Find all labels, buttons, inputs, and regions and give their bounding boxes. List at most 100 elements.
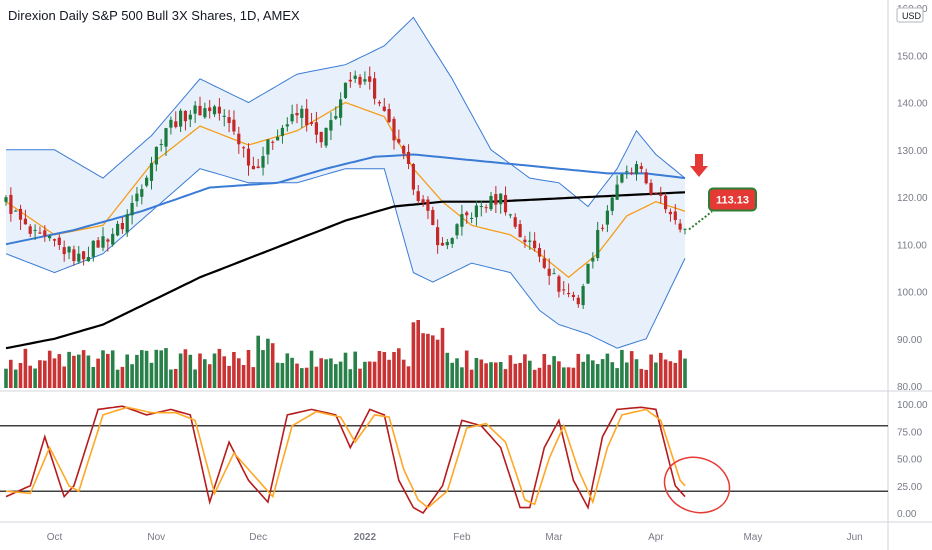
volume-bar [421, 333, 425, 388]
volume-bar [634, 359, 639, 388]
price-tick-label: 90.00 [897, 335, 922, 346]
volume-bar [91, 367, 96, 388]
volume-bar [649, 354, 653, 388]
candle-body [586, 263, 590, 284]
candle-body [533, 240, 537, 249]
volume-bar [372, 361, 377, 388]
volume-bar [57, 354, 62, 388]
candle-body [140, 189, 144, 197]
volume-bar [183, 349, 188, 388]
overlay-ma-orange-fast [5, 101, 686, 279]
price-tick-label: 100.00 [897, 288, 928, 299]
candle-body [455, 224, 459, 236]
volume-bar [67, 351, 71, 388]
price-label-connector [688, 210, 713, 231]
volume-bar [256, 335, 260, 388]
volume-bar [464, 350, 469, 388]
candle-body [237, 133, 241, 145]
candle-body [149, 163, 154, 181]
volume-bar [542, 354, 547, 388]
volume-bar [498, 362, 503, 388]
volume-bar [392, 352, 396, 388]
volume-bar [615, 368, 619, 388]
volume-bar [659, 352, 663, 388]
candle-body [353, 75, 357, 79]
candle-body [169, 119, 173, 128]
stoch-tick-label: 100.00 [897, 400, 928, 411]
volume-bar [4, 368, 8, 388]
candle-body [82, 251, 86, 260]
candle-body [261, 156, 265, 168]
candle-body [120, 223, 124, 230]
candle-body [639, 166, 643, 169]
candle-body [217, 106, 221, 114]
volume-bar [445, 352, 450, 388]
volume-bar [474, 358, 479, 388]
candle-body [479, 206, 483, 207]
volume-bar [125, 354, 129, 388]
candle-body [411, 164, 415, 190]
candle-body [324, 127, 328, 146]
volume-bar [251, 367, 256, 388]
candle-body [649, 182, 653, 195]
volume-bar [450, 362, 454, 388]
volume-bar [47, 350, 52, 388]
candle-body [571, 294, 575, 297]
volume-bar [140, 350, 144, 388]
volume-bar [552, 356, 556, 388]
volume-bar [435, 339, 440, 388]
price-tick-label: 140.00 [897, 99, 928, 110]
volume-bar [96, 358, 100, 388]
candle-body [552, 273, 556, 275]
volume-bar [144, 350, 149, 388]
volume-bar [241, 365, 246, 388]
volume-bar [367, 361, 372, 388]
candle-body [557, 276, 561, 292]
volume-bar [683, 358, 687, 388]
volume-bar [377, 351, 382, 388]
candle-body [562, 289, 566, 291]
price-tick-label: 150.00 [897, 51, 928, 62]
candle-body [101, 236, 105, 248]
currency-label: USD [902, 11, 922, 21]
candle-body [600, 227, 605, 229]
candle-body [130, 202, 134, 216]
volume-bar [411, 322, 416, 388]
volume-bar [275, 362, 280, 388]
candle-body [91, 240, 95, 257]
volume-bar [319, 358, 323, 388]
volume-bar [280, 363, 285, 388]
candle-body [116, 223, 120, 236]
candle-body [373, 78, 377, 99]
volume-bar [198, 353, 202, 388]
volume-bar [343, 352, 348, 388]
candle-body [106, 239, 110, 242]
volume-bar [9, 359, 13, 388]
candle-body [188, 114, 192, 120]
candle-body [77, 253, 81, 262]
candle-body [625, 171, 629, 173]
candle-body [397, 139, 401, 143]
volume-bar [528, 360, 532, 388]
time-tick-label: Dec [249, 532, 267, 543]
candle-body [164, 128, 168, 147]
candle-body [668, 211, 672, 215]
candle-body [591, 257, 595, 262]
volume-bar [382, 352, 387, 388]
candle-body [567, 293, 571, 295]
volume-bar [600, 359, 605, 388]
overlay-bollinger-upper [6, 16, 686, 208]
candle-body [62, 247, 66, 255]
time-tick-label: Nov [147, 532, 165, 543]
bollinger-fill [6, 17, 685, 349]
volume-bar [295, 363, 299, 388]
volume-bar [62, 366, 66, 388]
candle-body [251, 166, 255, 170]
candle-body [295, 113, 299, 116]
candle-body [547, 268, 551, 276]
candle-body [57, 237, 61, 245]
stoch-tick-label: 25.00 [897, 482, 922, 493]
candle-body [460, 214, 464, 227]
candle-body [285, 124, 289, 127]
